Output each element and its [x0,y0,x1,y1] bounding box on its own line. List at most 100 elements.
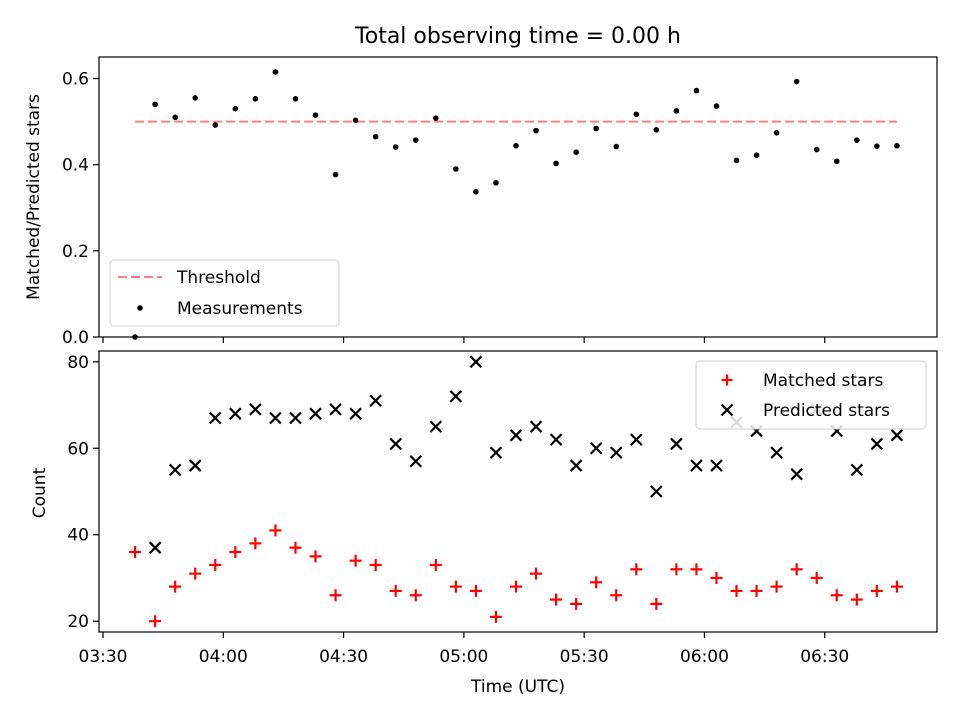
predicted-stars-point [188,459,202,472]
predicted-stars-point [770,446,783,459]
predicted-stars-point [509,429,523,442]
predicted-stars-point [489,446,503,459]
predicted-stars-stroke [770,446,783,459]
predicted-stars-point [168,463,182,477]
matched-stars-point [730,584,743,597]
predicted-stars-point [329,403,342,416]
predicted-stars-stroke [349,407,362,420]
matched-stars-point [469,584,482,597]
measurement-point [493,179,499,186]
predicted-stars-stroke [489,446,503,459]
measurement-point [352,117,359,124]
matched-stars-point [129,546,142,559]
predicted-stars-point [870,437,884,451]
predicted-stars-stroke [409,454,423,468]
matched-stars-point [650,597,663,610]
predicted-stars-stroke [790,467,803,481]
ratio-panel-frame [98,56,938,338]
predicted-stars-stroke [469,355,483,369]
predicted-stars-point [690,459,703,472]
measurement-point [613,143,620,150]
matched-stars-point [429,558,442,571]
matched-stars-point [449,580,462,593]
predicted-stars-stroke [630,433,643,446]
measurement-point [192,95,199,101]
predicted-stars-stroke [148,541,162,554]
matched-stars-point [810,571,823,584]
measurement-point [673,108,680,114]
predicted-stars-stroke [569,459,583,472]
x-tick-label: 03:30 [79,647,128,667]
measurement-point [633,111,640,118]
predicted-stars-point [369,394,382,407]
x-tick-label: 04:00 [199,647,248,667]
matched-stars-point [830,589,843,602]
predicted-stars-point [609,446,623,459]
ratio-legend: Threshold Measurements [109,259,340,327]
predicted-stars-stroke [529,420,543,433]
measurement-point [894,142,900,149]
predicted-stars-point [589,441,603,455]
predicted-stars-stroke [269,411,282,425]
predicted-stars-stroke [449,390,463,403]
measurement-point [453,166,459,172]
measurement-point [813,146,820,153]
matched-stars-point [489,610,502,623]
measurement-point [152,101,158,108]
count-y-tick-label: 80 [67,353,89,373]
measurement-point [392,144,399,150]
predicted-stars-point [630,433,643,446]
predicted-stars-stroke [710,459,723,472]
measurement-point [693,87,700,94]
predicted-stars-stroke [309,407,322,420]
matched-stars-point [369,558,382,571]
matched-stars-point [890,580,903,593]
legend-predicted-swatch [720,403,734,417]
matched-stars-point [770,580,783,593]
count-y-tick-label: 20 [67,612,89,632]
matched-stars-point [409,589,422,602]
measurement-point [773,130,780,136]
measurement-point [312,112,319,118]
measurement-point [332,171,339,178]
ratio-y-tick-label: 0.4 [62,156,89,176]
measurement-point [433,115,439,121]
x-tick-label: 05:00 [439,647,488,667]
count-y-axis: 20 40 60 80 [67,353,99,632]
predicted-stars-stroke [549,433,563,446]
ratio-y-axis-label: Matched/Predicted stars [24,94,44,300]
x-axis-label: Time (UTC) [470,677,565,697]
legend-predicted-label: Predicted stars [763,401,890,421]
x-tick-label: 04:30 [319,647,368,667]
ratio-x-axis-ticks [102,337,826,343]
predicted-stars-stroke [870,437,884,451]
matched-stars-point [309,550,322,563]
predicted-stars-stroke [329,403,342,416]
measurement-point [212,122,219,128]
count-y-axis-label: Count [30,467,50,518]
predicted-stars-point [429,420,443,433]
predicted-stars-stroke [369,394,382,407]
predicted-stars-stroke [509,429,523,442]
predicted-stars-point [349,407,362,420]
predicted-stars-point [890,429,904,442]
measurement-point [733,157,740,164]
matched-stars-point [550,593,563,606]
matched-stars-point [670,563,683,576]
legend-measurements-label: Measurements [177,299,303,319]
measurement-point [573,149,579,155]
predicted-stars-stroke [208,411,222,425]
predicted-stars-stroke [229,407,242,420]
measurement-point [553,160,559,167]
predicted-stars-stroke [650,485,663,498]
ratio-panel: 0.0 0.2 0.4 0.6 Matched/Predicted stars Thr… [24,56,938,348]
matched-stars-point [209,558,222,571]
predicted-stars-point [449,390,463,403]
measurement-point [874,143,880,149]
count-legend: Matched stars Predicted stars [695,360,927,430]
measurement-point [292,95,299,102]
count-panel-frame [98,350,938,633]
predicted-stars-stroke [389,437,402,451]
predicted-stars-point [790,467,803,481]
